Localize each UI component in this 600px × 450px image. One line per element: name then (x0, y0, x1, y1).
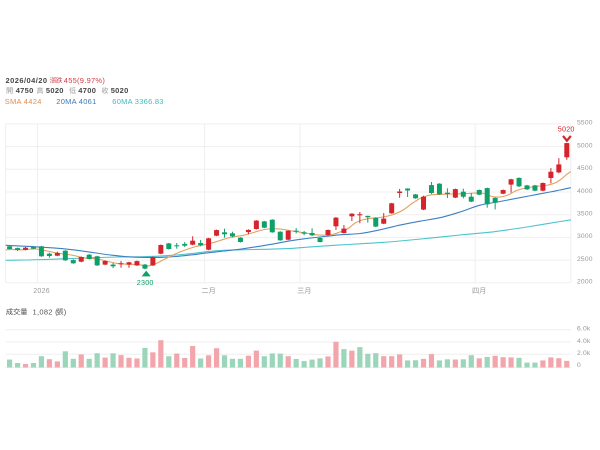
svg-text:5020: 5020 (558, 124, 575, 133)
svg-text:5020: 5020 (46, 86, 64, 95)
svg-text:60MA 3366.83: 60MA 3366.83 (112, 97, 163, 106)
svg-text:5000: 5000 (577, 142, 593, 149)
svg-text:4500: 4500 (577, 165, 593, 172)
svg-text:4750: 4750 (16, 86, 34, 95)
svg-text:3000: 3000 (577, 233, 593, 240)
svg-text:1,082 (: 1,082 ( (33, 307, 59, 316)
svg-text:4.0k: 4.0k (577, 338, 591, 345)
svg-text:455(9.97%): 455(9.97%) (64, 76, 106, 85)
svg-text:5020: 5020 (111, 86, 129, 95)
svg-text:2300: 2300 (137, 278, 154, 287)
svg-text:2.0k: 2.0k (577, 350, 591, 357)
svg-text:SMA 4424: SMA 4424 (5, 97, 42, 106)
svg-text:2000: 2000 (577, 279, 593, 286)
svg-text:2500: 2500 (577, 256, 593, 263)
svg-text:4700: 4700 (78, 86, 96, 95)
svg-text:2026/04/20: 2026/04/20 (6, 76, 48, 85)
svg-text:6.0k: 6.0k (577, 326, 591, 333)
svg-text:5500: 5500 (577, 120, 593, 127)
svg-text:0: 0 (577, 362, 581, 369)
svg-text:20MA 4061: 20MA 4061 (56, 97, 96, 106)
svg-text:4000: 4000 (577, 188, 593, 195)
svg-text:3500: 3500 (577, 210, 593, 217)
svg-text:2026: 2026 (33, 288, 50, 295)
svg-text:): ) (64, 307, 67, 316)
